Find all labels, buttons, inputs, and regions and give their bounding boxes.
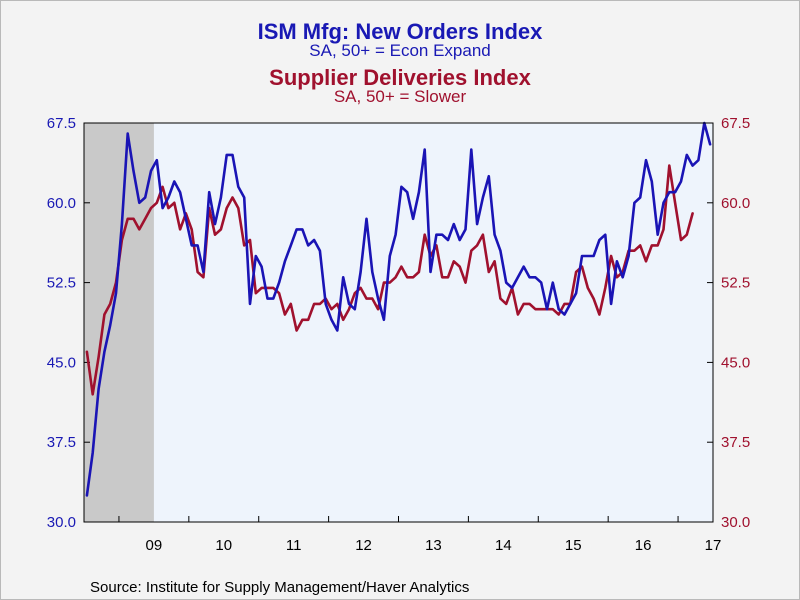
x-tick-label: 12 [355,537,372,554]
plot-area [84,123,713,522]
y-left-tick-label: 37.5 [47,434,76,451]
x-tick-label: 13 [425,537,442,554]
recession-shading [84,123,154,522]
x-tick-label: 17 [705,537,722,554]
y-right-tick-label: 60.0 [721,195,750,212]
chart-subtitle-supplier-deliveries: SA, 50+ = Slower [333,87,467,106]
y-right-tick-label: 52.5 [721,275,750,292]
plot-border [83,122,714,523]
x-tick-label: 10 [215,537,232,554]
source-note: Source: Institute for Supply Management/… [90,579,470,596]
x-tick-label: 11 [286,537,302,554]
y-right-tick-label: 67.5 [721,115,750,132]
y-right-tick-label: 45.0 [721,354,750,371]
x-tick-label: 14 [495,537,512,554]
y-right-tick-label: 30.0 [721,514,750,531]
chart-title-new-orders: ISM Mfg: New Orders Index [257,19,543,44]
series-line-supplier-deliveries [85,164,694,396]
x-tick-label: 16 [635,537,652,554]
y-left-tick-label: 52.5 [47,275,76,292]
y-right-tick-label: 37.5 [721,434,750,451]
chart-subtitle-new-orders: SA, 50+ = Econ Expand [309,41,491,60]
y-left-tick-label: 67.5 [47,115,76,132]
y-left-tick-label: 30.0 [47,514,76,531]
y-left-tick-label: 45.0 [47,354,76,371]
x-tick-label: 15 [565,537,582,554]
chart-title-supplier-deliveries: Supplier Deliveries Index [269,65,531,90]
series-line-new-orders [85,121,712,497]
y-left-tick-label: 60.0 [47,195,76,212]
x-tick-label: 09 [146,537,163,554]
